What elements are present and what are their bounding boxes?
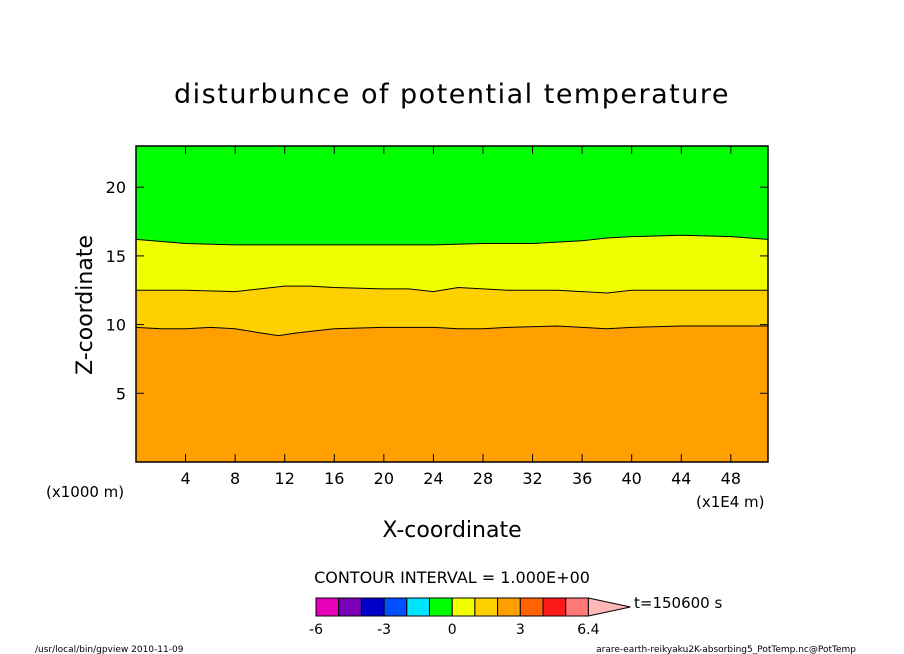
x-tick-label: 32 [522, 469, 542, 488]
contour-line-3 [135, 325, 768, 337]
colorbar-label: 6.4 [577, 622, 599, 638]
x-unit-right: (x1E4 m) [696, 493, 765, 511]
contour-line-2 [136, 285, 768, 294]
x-axis-label: X-coordinate [382, 518, 521, 543]
x-tick-label: 48 [721, 469, 741, 488]
x-axis-ticks: 4 8 12 16 20 24 28 32 36 40 44 48 [180, 146, 741, 488]
contour-line-1 [135, 234, 769, 246]
x-tick-label: 4 [180, 469, 190, 488]
footer-left: /usr/local/bin/gpview 2010-11-09 [35, 645, 184, 654]
colorbar-cell [497, 597, 521, 617]
footer-right: arare-earth-reikyaku2K-absorbing5_PotTem… [596, 645, 856, 654]
x-tick-label: 28 [473, 469, 493, 488]
colorbar [315, 597, 631, 617]
colorbar-label: -3 [377, 622, 391, 638]
colorbar-cell [565, 597, 589, 617]
plot-area [136, 146, 768, 462]
colorbar-cell [315, 597, 340, 617]
plot-frame [135, 145, 769, 463]
colorbar-cell [542, 597, 567, 617]
y-tick-label: 20 [106, 178, 126, 197]
x-tick-label: 8 [230, 469, 240, 488]
colorbar-label: 3 [516, 622, 525, 638]
y-axis-ticks: 5 10 15 20 [106, 178, 768, 403]
colorbar-cell [406, 597, 430, 617]
colorbar-cell [360, 597, 385, 617]
y-tick-label: 10 [106, 316, 126, 335]
colorbar-cell [519, 597, 544, 617]
colorbar-cell [338, 597, 362, 617]
x-unit-left: (x1000 m) [46, 483, 124, 501]
x-tick-label: 36 [572, 469, 592, 488]
colorbar-label: 0 [448, 622, 457, 638]
contour-lines [135, 234, 769, 337]
colorbar-cell [451, 597, 476, 617]
x-tick-label: 20 [374, 469, 394, 488]
y-tick-label: 5 [116, 384, 126, 403]
x-tick-label: 24 [423, 469, 443, 488]
contour-band-4 [136, 325, 768, 462]
x-tick-label: 40 [622, 469, 642, 488]
y-axis-label: Z-coordinate [73, 235, 98, 375]
chart-title: disturbunce of potential temperature [174, 79, 730, 110]
colorbar-cell [429, 597, 453, 617]
colorbar-cell [474, 597, 499, 617]
x-tick-label: 12 [275, 469, 295, 488]
time-label: t=150600 s [634, 594, 722, 612]
x-tick-label: 44 [671, 469, 691, 488]
contour-interval: CONTOUR INTERVAL = 1.000E+00 [314, 568, 590, 587]
colorbar-cell [383, 597, 408, 617]
colorbar-labels: -6 -3 0 3 6.4 [309, 622, 600, 638]
colorbar-extension-arrow [587, 597, 631, 617]
x-tick-label: 16 [324, 469, 344, 488]
colorbar-label: -6 [309, 622, 323, 638]
y-tick-label: 15 [106, 247, 126, 266]
